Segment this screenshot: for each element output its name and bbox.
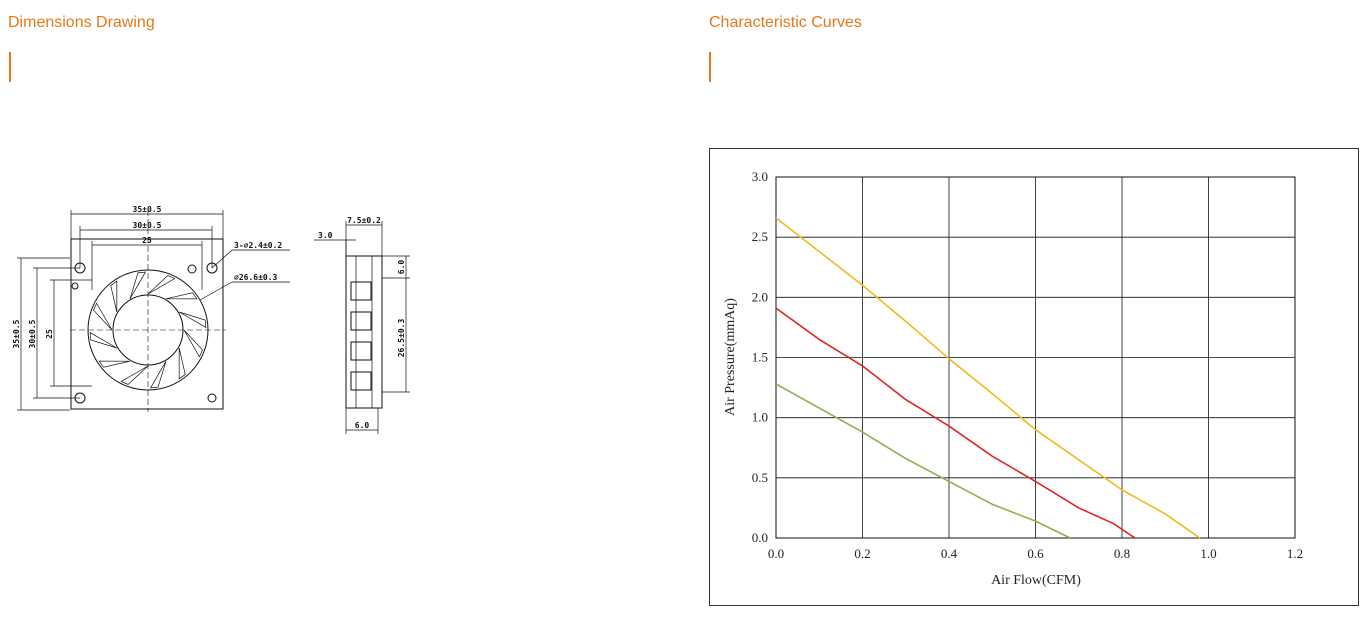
dim-side-top: 7.5±0.2 — [347, 216, 381, 225]
y-axis-label: Air Pressure(mmAq) — [723, 298, 738, 416]
dimensions-drawing: 35±0.5 30±0.5 25 3-⌀2.4±0.2 ⌀26.6±0.3 35… — [12, 205, 410, 434]
fan-blade — [120, 365, 149, 385]
fan-blade — [183, 329, 203, 358]
screw-left — [71, 282, 79, 290]
dim-side-right-top: 6.0 — [397, 260, 406, 275]
fan-blade — [110, 280, 118, 313]
fan-blades — [89, 271, 207, 389]
dimensions-accent-bar — [9, 52, 11, 82]
fan-blade — [89, 331, 117, 349]
x-tick-label: 1.0 — [1200, 546, 1216, 561]
fan-blade — [129, 271, 147, 299]
curves-accent-bar — [709, 52, 711, 82]
dim-outer-width: 35±0.5 — [133, 205, 162, 214]
dim-side-height: 26.5±0.3 — [397, 319, 406, 358]
x-tick-label: 1.2 — [1287, 546, 1303, 561]
series-line-1 — [775, 217, 1201, 539]
series-line-2 — [775, 307, 1136, 539]
characteristic-curves-title: Characteristic Curves — [709, 14, 862, 31]
y-tick-labels: 0.0 0.5 1.0 1.5 2.0 2.5 3.0 — [752, 169, 768, 545]
fan-blade — [149, 361, 167, 389]
fan-blade — [179, 311, 207, 329]
fan-blade — [178, 347, 186, 380]
dimensions-drawing-title: Dimensions Drawing — [8, 14, 155, 31]
chart-series — [775, 217, 1201, 539]
fan-blade — [147, 275, 176, 295]
fan-blade — [98, 360, 131, 368]
x-tick-label: 0.4 — [941, 546, 958, 561]
dim-inner-height: 25 — [45, 329, 54, 339]
x-tick-label: 0.0 — [768, 546, 784, 561]
y-tick-label: 2.5 — [752, 229, 768, 244]
x-tick-label: 0.8 — [1114, 546, 1130, 561]
series-line-3 — [775, 383, 1071, 539]
chart-grid — [775, 176, 1296, 539]
dim-mount-height: 30±0.5 — [28, 319, 37, 348]
dim-mount-width: 30±0.5 — [133, 221, 162, 230]
dim-inner-width: 25 — [142, 236, 152, 245]
y-tick-label: 0.0 — [752, 530, 768, 545]
x-axis-label: Air Flow(CFM) — [991, 573, 1081, 588]
fan-blade — [93, 302, 113, 331]
x-tick-label: 0.2 — [854, 546, 870, 561]
x-tick-label: 0.6 — [1027, 546, 1044, 561]
y-tick-label: 2.0 — [752, 289, 768, 304]
mount-hole-bottom-right — [207, 393, 217, 403]
y-tick-label: 1.0 — [752, 410, 768, 425]
chart-frame: 0.0 0.2 0.4 0.6 0.8 1.0 1.2 0.0 0.5 1.0 1.5 2.0 2.5… — [709, 148, 1359, 606]
x-tick-labels: 0.0 0.2 0.4 0.6 0.8 1.0 1.2 — [768, 546, 1303, 561]
y-tick-label: 1.5 — [752, 350, 768, 365]
screw-top — [187, 264, 197, 274]
y-tick-label: 0.5 — [752, 470, 768, 485]
dim-side-bottom: 6.0 — [355, 421, 370, 430]
fan-blade — [165, 292, 198, 300]
dim-outer-height: 35±0.5 — [12, 319, 21, 348]
front-view-outline — [70, 238, 224, 410]
dim-side-left: 3.0 — [318, 231, 333, 240]
side-view-outline — [345, 255, 383, 409]
dim-hole: 3-⌀2.4±0.2 — [234, 241, 282, 250]
dim-fan-diameter: ⌀26.6±0.3 — [234, 273, 278, 282]
characteristic-chart: 0.0 0.2 0.4 0.6 0.8 1.0 1.2 0.0 0.5 1.0 1.5 2.0 2.5… — [723, 169, 1303, 588]
y-tick-label: 3.0 — [752, 169, 768, 184]
